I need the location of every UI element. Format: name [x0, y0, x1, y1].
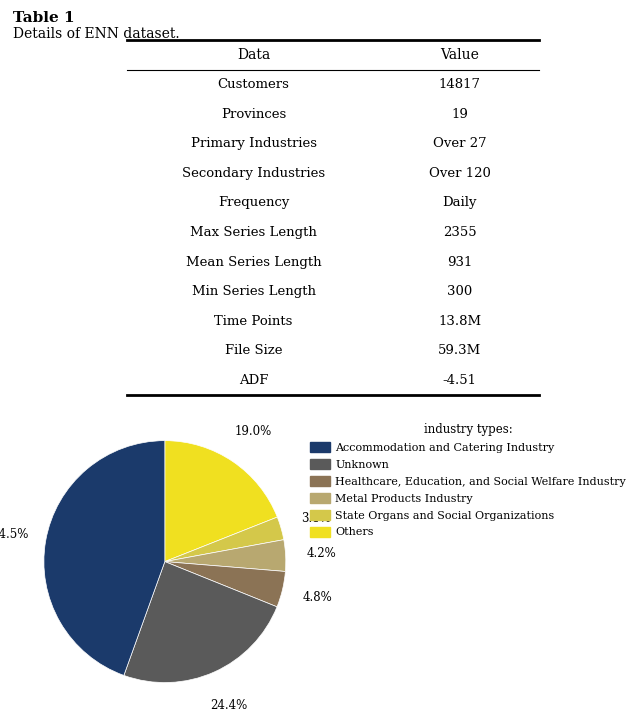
Text: Value: Value	[440, 48, 479, 62]
Text: Daily: Daily	[443, 197, 477, 210]
Text: 24.4%: 24.4%	[210, 698, 248, 711]
Text: Over 120: Over 120	[429, 167, 491, 180]
Text: File Size: File Size	[225, 344, 282, 357]
Text: Secondary Industries: Secondary Industries	[182, 167, 325, 180]
Wedge shape	[165, 441, 277, 562]
Text: -4.51: -4.51	[443, 374, 477, 387]
Text: Details of ENN dataset.: Details of ENN dataset.	[13, 27, 179, 40]
Text: Primary Industries: Primary Industries	[191, 138, 316, 150]
Text: 931: 931	[447, 256, 472, 269]
Text: Table 1: Table 1	[13, 11, 74, 24]
Text: Time Points: Time Points	[214, 315, 293, 328]
Legend: Accommodation and Catering Industry, Unknown, Healthcare, Education, and Social : Accommodation and Catering Industry, Unk…	[310, 423, 626, 538]
Text: 44.5%: 44.5%	[0, 528, 29, 541]
Text: 300: 300	[447, 285, 472, 298]
Text: Mean Series Length: Mean Series Length	[186, 256, 321, 269]
Wedge shape	[124, 562, 277, 683]
Text: Max Series Length: Max Series Length	[190, 226, 317, 239]
Text: Over 27: Over 27	[433, 138, 486, 150]
Text: 4.2%: 4.2%	[307, 547, 337, 560]
Wedge shape	[165, 517, 284, 562]
Text: 4.8%: 4.8%	[303, 591, 333, 604]
Text: Data: Data	[237, 48, 270, 62]
Text: 59.3M: 59.3M	[438, 344, 481, 357]
Wedge shape	[165, 540, 286, 572]
Text: 2355: 2355	[443, 226, 477, 239]
Text: Min Series Length: Min Series Length	[191, 285, 316, 298]
Text: Frequency: Frequency	[218, 197, 289, 210]
Text: Provinces: Provinces	[221, 108, 286, 121]
Text: 13.8M: 13.8M	[438, 315, 481, 328]
Text: 14817: 14817	[439, 78, 481, 91]
Wedge shape	[165, 562, 285, 607]
Text: ADF: ADF	[239, 374, 268, 387]
Text: 19.0%: 19.0%	[235, 425, 272, 438]
Text: 19: 19	[451, 108, 468, 121]
Text: Customers: Customers	[217, 78, 290, 91]
Text: 3.1%: 3.1%	[301, 512, 331, 525]
Wedge shape	[44, 441, 165, 675]
